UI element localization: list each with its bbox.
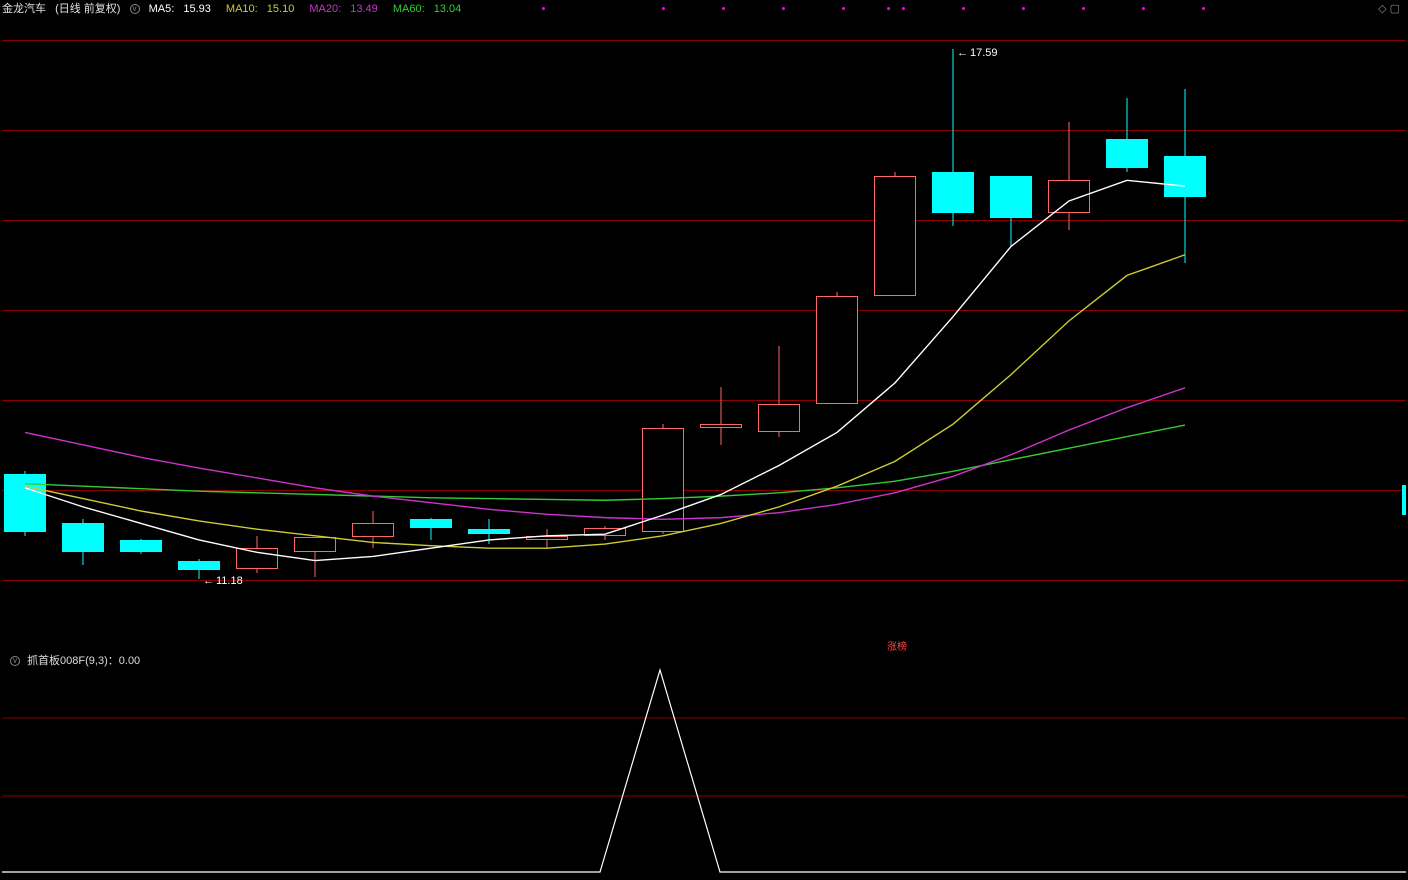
low-price-label: 11.18 — [203, 575, 243, 587]
candle[interactable] — [758, 346, 800, 437]
marker-dot — [902, 7, 905, 10]
marker-dot — [842, 7, 845, 10]
candle[interactable] — [352, 511, 394, 548]
candle[interactable] — [120, 539, 162, 554]
marker-dot — [1142, 7, 1145, 10]
marker-dot — [887, 7, 890, 10]
candle[interactable] — [1164, 89, 1206, 263]
candlestick-chart[interactable]: 金龙汽车 (日线 前复权) v MA5: 15.93 MA10: 15.10 M… — [2, 0, 1406, 648]
candle[interactable] — [294, 537, 336, 577]
timeframe-label: (日线 前复权) — [55, 3, 120, 15]
marker-dot — [542, 7, 545, 10]
marker-dot — [1022, 7, 1025, 10]
chart-header: 金龙汽车 (日线 前复权) v MA5: 15.93 MA10: 15.10 M… — [2, 0, 473, 14]
toggle-icon[interactable]: v — [130, 4, 140, 14]
stock-name: 金龙汽车 — [2, 3, 46, 15]
marker-dot — [1202, 7, 1205, 10]
candle[interactable] — [932, 49, 974, 226]
candle[interactable] — [62, 519, 104, 564]
candle[interactable] — [236, 536, 278, 573]
candle[interactable] — [700, 387, 742, 445]
marker-dot — [1082, 7, 1085, 10]
chart-controls[interactable]: ◇ ▢ — [1378, 2, 1400, 15]
ma5-text: MA5: 15.93 — [149, 3, 217, 15]
indicator-header: v 抓首板008F(9,3)：0.00 — [10, 652, 140, 668]
marker-dot — [722, 7, 725, 10]
candle[interactable] — [874, 172, 916, 296]
candle[interactable] — [990, 176, 1032, 246]
ma60-text: MA60: 13.04 — [393, 3, 467, 15]
marker-dot — [782, 7, 785, 10]
candle[interactable] — [642, 424, 684, 534]
indicator-toggle-icon[interactable]: v — [10, 656, 20, 666]
marker-dot — [662, 7, 665, 10]
candle[interactable] — [468, 519, 510, 544]
indicator-panel[interactable]: v 抓首板008F(9,3)：0.00 — [2, 650, 1406, 878]
ma20-text: MA20: 13.49 — [309, 3, 383, 15]
indicator-name: 抓首板008F(9,3) — [27, 655, 108, 667]
candle[interactable] — [410, 518, 452, 540]
candle[interactable] — [1048, 122, 1090, 229]
indicator-line — [2, 650, 1406, 878]
candle[interactable] — [4, 471, 46, 535]
right-edge-marker — [1402, 485, 1406, 515]
candle[interactable] — [584, 526, 626, 540]
candle[interactable] — [1106, 98, 1148, 172]
ma10-text: MA10: 15.10 — [226, 3, 300, 15]
high-price-label: 17.59 — [957, 47, 998, 59]
candle[interactable] — [816, 292, 858, 404]
candle[interactable] — [526, 529, 568, 548]
indicator-value: 0.00 — [119, 655, 140, 667]
marker-dot — [962, 7, 965, 10]
